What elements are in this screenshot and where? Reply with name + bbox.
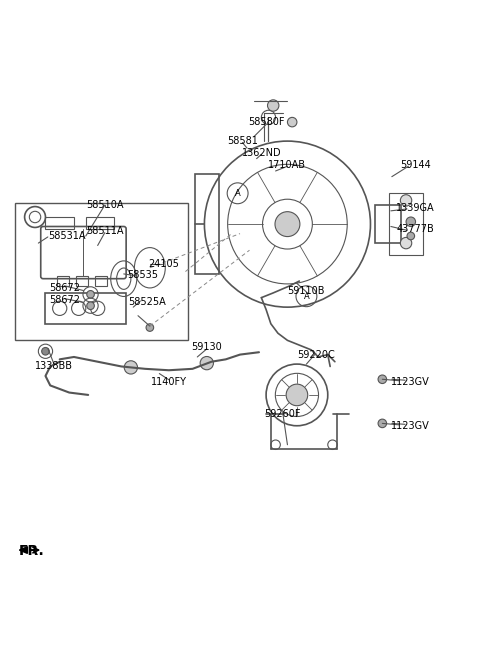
Text: 58511A: 58511A	[86, 226, 123, 237]
Circle shape	[275, 212, 300, 237]
Polygon shape	[19, 547, 27, 553]
Circle shape	[378, 419, 386, 428]
Text: 1140FY: 1140FY	[151, 376, 187, 386]
Circle shape	[87, 302, 95, 309]
Bar	[389, 193, 423, 255]
Text: 1339GA: 1339GA	[396, 202, 435, 212]
Circle shape	[406, 217, 416, 227]
Text: 58531A: 58531A	[48, 231, 85, 241]
Text: 58580F: 58580F	[248, 117, 284, 127]
Bar	[96, 277, 107, 286]
Circle shape	[267, 100, 279, 111]
Circle shape	[288, 118, 297, 127]
Circle shape	[400, 194, 412, 206]
Circle shape	[407, 232, 415, 240]
Text: A: A	[235, 189, 240, 198]
Circle shape	[146, 324, 154, 331]
Circle shape	[200, 357, 214, 370]
Bar	[46, 217, 74, 229]
Text: 58672: 58672	[49, 283, 80, 293]
Bar	[46, 293, 126, 324]
Circle shape	[400, 237, 412, 249]
Circle shape	[124, 361, 137, 374]
Text: 59110B: 59110B	[288, 286, 325, 296]
Bar	[14, 203, 188, 340]
Bar	[86, 217, 114, 229]
Text: 59220C: 59220C	[297, 350, 335, 359]
Text: 1338BB: 1338BB	[35, 361, 73, 371]
Bar	[375, 205, 401, 243]
Text: 58535: 58535	[127, 271, 158, 281]
Text: 59130: 59130	[192, 342, 222, 352]
Text: 59144: 59144	[400, 160, 431, 170]
Text: 58510A: 58510A	[86, 200, 123, 210]
Text: 1123GV: 1123GV	[391, 420, 430, 431]
Bar	[57, 277, 69, 286]
Text: 1123GV: 1123GV	[391, 376, 430, 386]
Text: 58525A: 58525A	[129, 298, 167, 307]
Bar	[76, 277, 88, 286]
Circle shape	[286, 384, 308, 406]
Circle shape	[87, 290, 95, 298]
Bar	[195, 174, 219, 274]
Text: 1710AB: 1710AB	[268, 160, 306, 170]
Text: 58581: 58581	[227, 136, 258, 146]
Text: 59260F: 59260F	[264, 409, 301, 419]
Text: 43777B: 43777B	[396, 224, 434, 234]
Text: 58672: 58672	[49, 295, 80, 305]
Text: A: A	[303, 292, 309, 301]
Text: FR.: FR.	[18, 545, 44, 558]
Text: 1362ND: 1362ND	[241, 148, 281, 158]
Circle shape	[42, 348, 49, 355]
Text: 24105: 24105	[149, 260, 180, 269]
Circle shape	[378, 375, 386, 384]
